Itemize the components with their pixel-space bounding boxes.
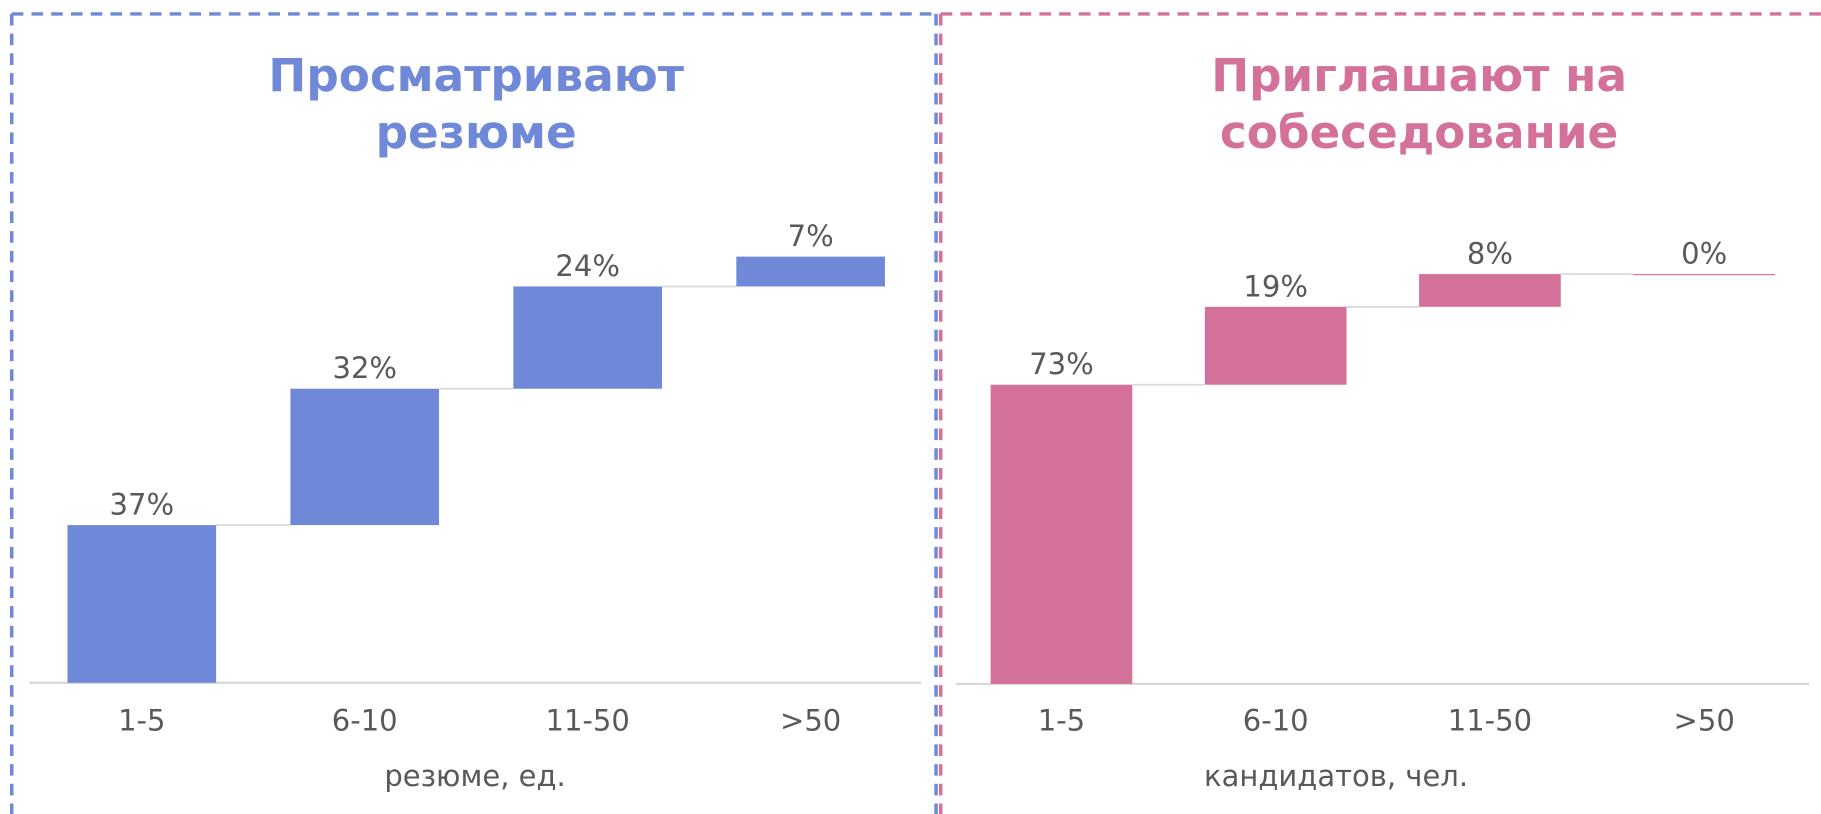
bar [1204, 306, 1347, 385]
x-tick-label: 6-10 [1243, 703, 1309, 737]
x-tick-label: >50 [780, 703, 841, 737]
bar [290, 388, 440, 526]
chart-title: Просматривают [268, 49, 684, 102]
data-label: 24% [555, 249, 620, 283]
chart-title: собеседование [1220, 106, 1618, 159]
bar [67, 525, 217, 683]
bar [1419, 274, 1561, 307]
x-tick-label: 1-5 [118, 703, 165, 737]
data-label: 37% [110, 488, 175, 522]
data-label: 0% [1681, 236, 1727, 270]
x-tick-label: 1-5 [1038, 703, 1085, 737]
bar [736, 256, 885, 287]
x-tick-label: >50 [1674, 703, 1735, 737]
bar [513, 286, 663, 389]
x-tick-label: 6-10 [332, 703, 398, 737]
data-label: 7% [788, 219, 834, 253]
data-label: 19% [1243, 269, 1307, 303]
chart-title: Приглашают на [1211, 49, 1627, 102]
chart-title: резюме [376, 106, 577, 159]
x-axis-title: резюме, ед. [384, 759, 565, 793]
data-label: 73% [1029, 347, 1094, 381]
x-tick-label: 11-50 [1448, 703, 1532, 737]
bar [1633, 274, 1776, 276]
x-tick-label: 11-50 [546, 703, 630, 737]
data-label: 32% [332, 351, 397, 385]
bar [990, 384, 1133, 684]
panel-borders [9, 12, 1821, 814]
data-label: 8% [1467, 236, 1513, 270]
x-axis-title: кандидатов, чел. [1204, 759, 1468, 793]
